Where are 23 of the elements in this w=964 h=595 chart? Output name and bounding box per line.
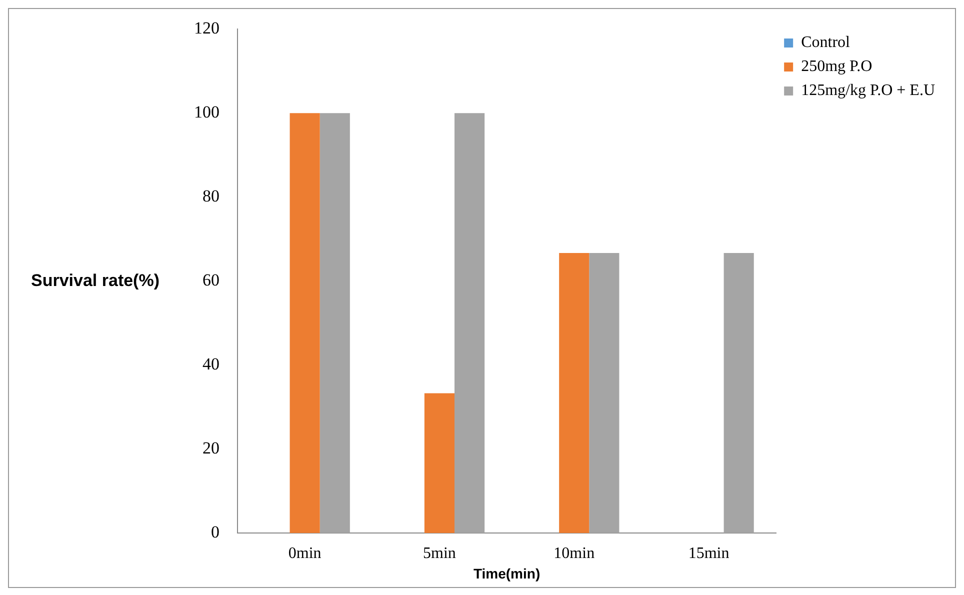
bar — [559, 252, 590, 533]
y-tick-label: 20 — [202, 438, 220, 458]
legend-label: 250mg P.O — [801, 58, 872, 76]
bar — [320, 113, 350, 533]
bar — [724, 252, 754, 533]
bar — [454, 113, 485, 533]
legend-label: Control — [801, 34, 851, 52]
bar — [290, 113, 320, 533]
x-tick-label: 15min — [688, 544, 730, 562]
y-tick-label: 60 — [202, 270, 220, 290]
bar — [424, 393, 454, 533]
bar — [589, 252, 620, 533]
y-axis-title: Survival rate(%) — [31, 270, 160, 290]
y-tick-label: 120 — [194, 18, 220, 38]
y-tick-label: 40 — [202, 354, 220, 374]
x-axis-title: Time(min) — [473, 565, 540, 582]
y-tick-label: 100 — [194, 102, 220, 122]
x-tick-label: 10min — [554, 544, 595, 562]
legend-label: 125mg/kg P.O + E.U — [801, 82, 936, 100]
y-tick-label: 0 — [211, 522, 220, 542]
x-tick-label: 5min — [423, 544, 456, 562]
x-tick-label: 0min — [288, 544, 322, 562]
y-tick-label: 80 — [202, 186, 220, 206]
